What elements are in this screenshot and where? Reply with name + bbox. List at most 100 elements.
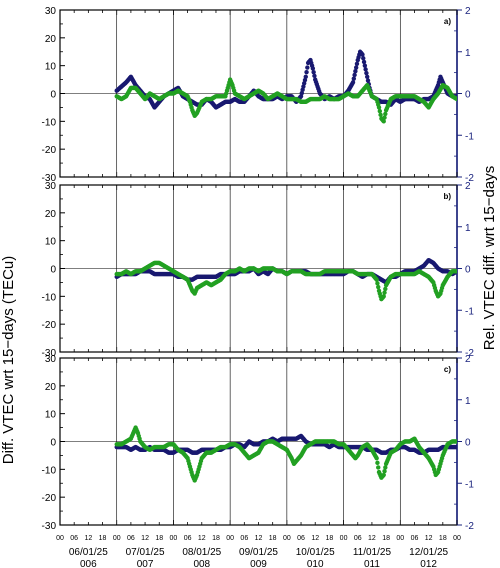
series-group: [114, 257, 457, 302]
data-point: [376, 465, 381, 470]
series-1: [114, 77, 457, 124]
hour-tick-label: 12: [425, 535, 433, 542]
right-tick-label: -1: [465, 306, 474, 317]
right-tick-label: 0: [465, 90, 471, 101]
left-tick-label: 30: [45, 6, 57, 17]
date-label: 08/01/25: [182, 547, 221, 558]
right-axis-label: Rel. VTEC diff. wrt 15−days: [481, 166, 498, 350]
data-point: [352, 72, 357, 78]
data-point: [364, 70, 369, 76]
data-point: [454, 444, 457, 450]
data-point: [383, 286, 388, 292]
data-point: [361, 59, 367, 65]
right-tick-label: -2: [465, 348, 474, 359]
date-label: 06/01/25: [69, 547, 108, 558]
data-point: [381, 119, 386, 124]
hour-tick-label: 06: [240, 535, 248, 542]
left-tick-label: -30: [42, 173, 57, 184]
hour-tick-label: 06: [297, 535, 305, 542]
data-point: [361, 56, 366, 61]
data-point: [382, 290, 387, 295]
left-tick-label: -30: [42, 521, 57, 532]
data-point: [374, 277, 379, 282]
data-point: [378, 112, 383, 118]
left-tick-label: 20: [45, 34, 57, 45]
hour-tick-label: 00: [396, 535, 404, 542]
doy-label: 006: [80, 559, 97, 568]
data-point: [353, 65, 359, 70]
left-tick-label: 0: [50, 265, 56, 276]
doy-label: 007: [137, 559, 154, 568]
right-tick-label: 2: [465, 354, 471, 365]
left-tick-label: 30: [45, 181, 57, 192]
data-point: [310, 66, 316, 71]
data-point: [377, 108, 383, 114]
data-point: [353, 69, 358, 74]
data-point: [362, 63, 368, 68]
series-1: [114, 260, 457, 302]
hour-tick-label: 18: [382, 535, 390, 542]
hour-tick-label: 12: [368, 535, 376, 542]
left-tick-label: -20: [42, 493, 57, 504]
right-tick-label: 2: [465, 6, 471, 17]
data-point: [454, 96, 457, 102]
hour-tick-label: 18: [269, 535, 277, 542]
doy-label: 011: [364, 559, 380, 568]
hour-tick-label: 18: [212, 535, 220, 542]
data-point: [312, 73, 317, 79]
hour-tick-label: 06: [411, 535, 419, 542]
left-tick-label: 20: [45, 382, 57, 393]
hour-tick-label: 06: [354, 535, 362, 542]
hour-tick-label: 12: [311, 535, 319, 542]
hour-tick-label: 18: [99, 535, 107, 542]
data-point: [376, 284, 381, 290]
data-point: [382, 115, 387, 120]
hour-tick-label: 00: [226, 535, 234, 542]
date-label: 11/01/25: [353, 547, 392, 558]
panels: -30-20-100102030-2-1012a)-30-20-10010203…: [42, 6, 475, 532]
left-tick-label: -10: [42, 292, 57, 303]
right-tick-label: -1: [465, 131, 474, 142]
data-point: [360, 52, 365, 57]
series-group: [114, 49, 457, 124]
left-tick-label: -30: [42, 348, 57, 359]
hour-tick-label: 00: [283, 535, 291, 542]
left-axis-label: Diff. VTEC wrt 15−days (TECu): [0, 256, 17, 465]
panel-label: b): [443, 192, 451, 201]
hour-tick-label: 12: [84, 535, 92, 542]
right-tick-label: -2: [465, 173, 474, 184]
date-label: 10/01/25: [296, 547, 335, 558]
data-point: [454, 269, 457, 274]
doy-label: 008: [193, 559, 210, 568]
left-tick-label: -20: [42, 145, 57, 156]
right-tick-label: 1: [465, 48, 471, 59]
hour-tick-label: 00: [170, 535, 178, 542]
hour-tick-label: 06: [184, 535, 192, 542]
data-point: [365, 74, 370, 80]
hour-tick-label: 12: [141, 535, 149, 542]
data-point: [376, 105, 382, 110]
hour-tick-label: 00: [453, 535, 461, 542]
right-tick-label: 0: [465, 265, 471, 276]
data-point: [374, 456, 379, 461]
hour-tick-label: 18: [439, 535, 447, 542]
left-tick-label: 0: [50, 438, 56, 449]
left-tick-label: -10: [42, 117, 57, 128]
right-tick-label: 2: [465, 181, 471, 192]
data-point: [303, 74, 308, 80]
data-point: [365, 78, 371, 83]
right-tick-label: -1: [465, 479, 474, 490]
right-tick-label: 0: [465, 438, 471, 449]
hour-tick-label: 12: [255, 535, 263, 542]
data-point: [383, 465, 388, 470]
hour-tick-label: 00: [340, 535, 348, 542]
data-point: [363, 67, 368, 72]
left-tick-label: 10: [45, 410, 57, 421]
left-tick-label: 10: [45, 62, 57, 73]
hour-tick-label: 18: [155, 535, 163, 542]
left-tick-label: 30: [45, 354, 57, 365]
left-tick-label: 10: [45, 237, 57, 248]
